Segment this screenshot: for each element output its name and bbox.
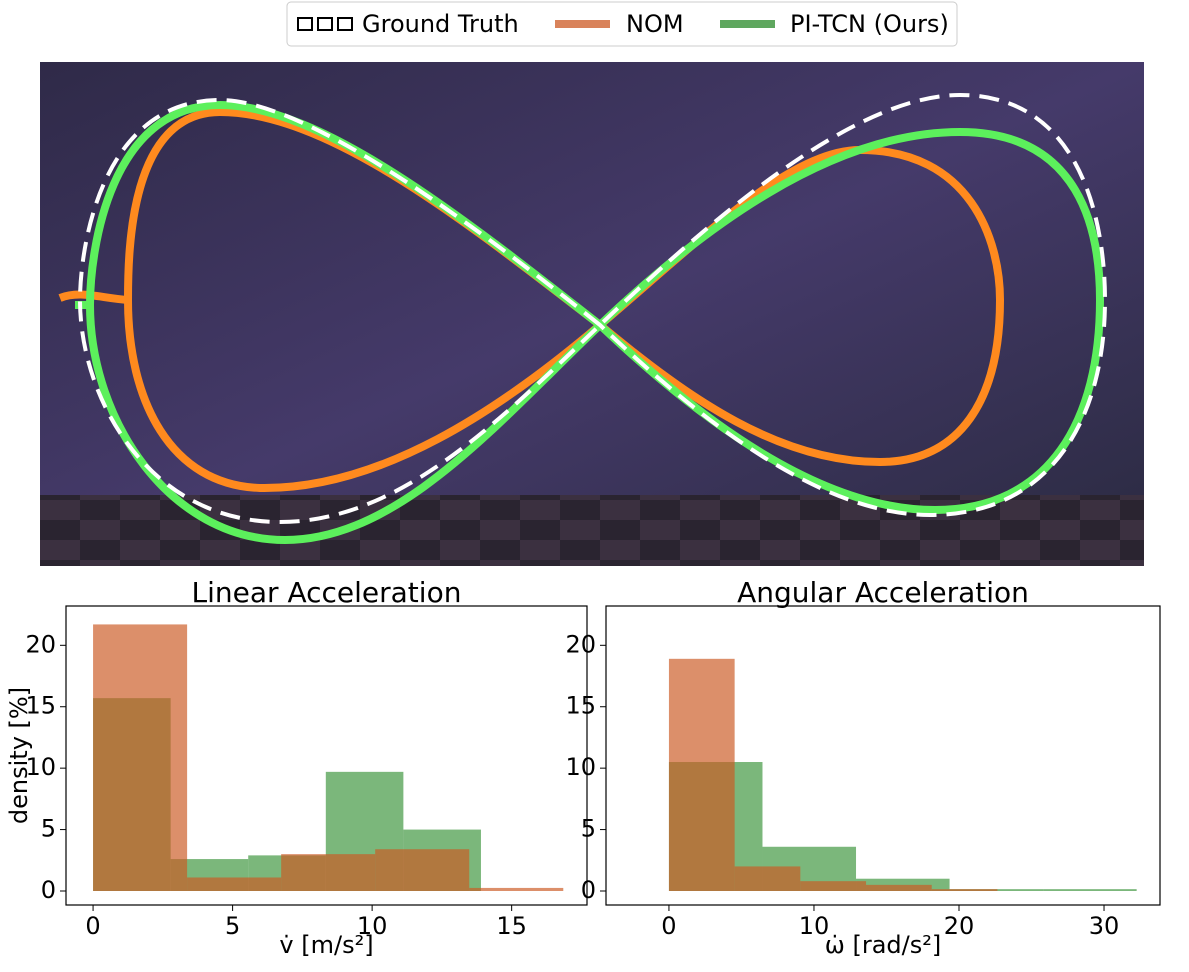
x-tick-label: 10 <box>357 912 388 940</box>
x-tick-label: 15 <box>496 912 527 940</box>
legend: Ground Truth <box>286 1 958 47</box>
legend-label: Ground Truth <box>362 10 519 38</box>
legend-box <box>286 1 958 47</box>
legend-marker <box>297 17 313 31</box>
x-tick-label: 30 <box>1089 912 1120 940</box>
histogram-bar <box>931 889 998 891</box>
histogram-bar <box>375 849 470 891</box>
x-tick-label: 0 <box>85 912 100 940</box>
y-tick-label: 10 <box>565 753 596 781</box>
photo <box>40 62 1144 566</box>
legend-label: NOM <box>626 10 684 38</box>
y-tick-label: 5 <box>41 815 56 843</box>
ground-truth-trajectory <box>77 92 1108 525</box>
x-axis-label: v̇ [m/s²] <box>279 931 373 959</box>
histogram-bar <box>281 854 376 891</box>
y-tick-label: 0 <box>41 876 56 904</box>
chart-title: Linear Acceleration <box>192 576 462 609</box>
x-tick-label: 10 <box>799 912 830 940</box>
y-tick-label: 20 <box>25 630 56 658</box>
legend-label: PI-TCN (Ours) <box>790 10 949 38</box>
y-tick-label: 20 <box>565 630 596 658</box>
y-tick-label: 15 <box>565 692 596 720</box>
x-tick-label: 0 <box>661 912 676 940</box>
y-tick-label: 5 <box>581 815 596 843</box>
y-tick-label: 15 <box>25 692 56 720</box>
plot-frame <box>65 605 588 906</box>
x-tick-label: 20 <box>944 912 975 940</box>
x-tick-label: 5 <box>225 912 240 940</box>
histogram-bar <box>187 877 282 891</box>
chart-title: Angular Acceleration <box>737 576 1029 609</box>
histogram-bar <box>469 887 564 891</box>
y-tick-label: 0 <box>581 876 596 904</box>
legend-marker <box>317 17 333 31</box>
histogram-bar <box>800 881 867 891</box>
histogram-bar <box>668 658 735 891</box>
plot-frame <box>605 605 1161 906</box>
y-tick-label: 10 <box>25 753 56 781</box>
histogram-bar <box>866 884 932 891</box>
legend-marker <box>337 17 353 31</box>
x-axis-label: ω̇ [rad/s²] <box>825 931 941 959</box>
histogram-bar <box>93 624 188 891</box>
y-axis-label: density [%] <box>5 687 33 824</box>
histogram-bar <box>1043 889 1137 891</box>
histogram-bar <box>734 866 801 891</box>
